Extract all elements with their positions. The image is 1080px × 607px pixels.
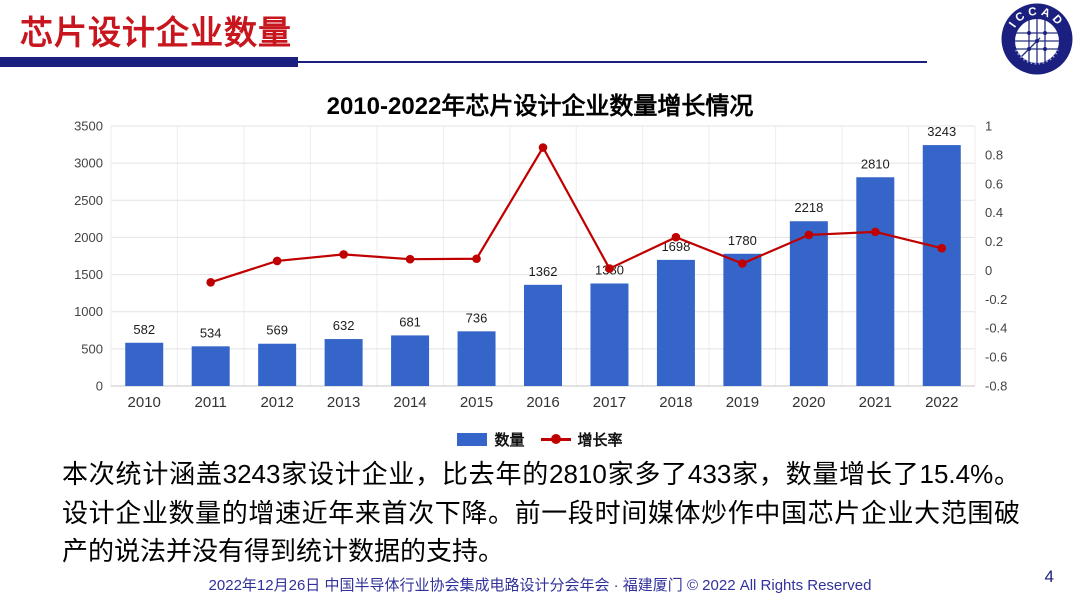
x-axis-label: 2017 xyxy=(593,394,626,411)
bar-2020 xyxy=(789,221,828,386)
bar-value-label: 569 xyxy=(266,323,288,338)
growth-point xyxy=(472,254,481,264)
bar-value-label: 534 xyxy=(200,325,222,340)
growth-point xyxy=(272,256,282,266)
bar-value-label: 582 xyxy=(133,322,155,337)
bar-2018 xyxy=(656,259,695,386)
bar-2016 xyxy=(524,284,562,386)
bar-value-label: 632 xyxy=(333,318,355,333)
chart-title: 2010-2022年芯片设计企业数量增长情况 xyxy=(326,93,754,120)
title-underline-line xyxy=(298,61,927,63)
x-axis-label: 2016 xyxy=(526,394,559,411)
growth-point xyxy=(871,227,880,237)
x-axis-label: 2020 xyxy=(792,394,825,411)
page-number: 4 xyxy=(1044,567,1054,586)
bar-value-label: 2218 xyxy=(794,200,823,215)
x-axis-label: 2011 xyxy=(195,394,227,411)
x-axis-label: 2021 xyxy=(859,394,892,411)
legend-line-marker xyxy=(550,434,561,444)
growth-line xyxy=(210,145,943,284)
x-axis-label: 2014 xyxy=(393,394,426,411)
bar-2014 xyxy=(391,335,430,386)
title-underline-bar xyxy=(0,57,298,67)
left-axis-tick: 0 xyxy=(96,379,103,394)
bar-2013 xyxy=(324,339,363,386)
legend-line-swatch xyxy=(540,434,571,444)
right-axis-tick: 1 xyxy=(985,119,992,134)
page-title: 芯片设计企业数量 xyxy=(20,14,292,51)
bar-2019 xyxy=(723,253,762,386)
right-axis-tick: 0.4 xyxy=(985,205,1003,220)
growth-point xyxy=(605,264,614,273)
bar-value-label: 736 xyxy=(466,310,488,325)
right-axis-tick: -0.6 xyxy=(985,350,1007,365)
growth-point xyxy=(405,254,415,264)
left-axis-tick: 1000 xyxy=(74,304,103,319)
legend-label-quantity: 数量 xyxy=(494,431,525,449)
left-axis-tick: 500 xyxy=(81,341,103,356)
legend-bar-swatch xyxy=(457,432,488,446)
bar-2017 xyxy=(590,283,629,386)
x-axis-label: 2010 xyxy=(128,394,161,411)
bar-value-label: 1362 xyxy=(529,264,558,279)
right-axis-tick: 0.2 xyxy=(985,234,1003,249)
x-axis-label: 2013 xyxy=(327,394,360,411)
growth-point xyxy=(937,243,947,253)
growth-point xyxy=(804,230,814,240)
right-axis-tick: 0.6 xyxy=(985,176,1003,191)
bar-value-label: 681 xyxy=(399,314,421,329)
iccad-logo: ICCAD xyxy=(1001,3,1073,75)
left-axis-tick: 3500 xyxy=(74,119,103,134)
left-axis-tick: 2500 xyxy=(74,193,103,208)
footer-text: 2022年12月26日 中国半导体行业协会集成电路设计分会年会 · 福建厦门 ©… xyxy=(208,577,872,594)
right-axis-tick: -0.8 xyxy=(985,379,1007,394)
legend-label-growth: 增长率 xyxy=(577,431,623,449)
chart-legend: 数量 增长率 xyxy=(0,429,1080,450)
bar-value-label: 2810 xyxy=(861,156,890,171)
bar-2011 xyxy=(191,346,230,386)
chart-canvas: 0 500 1000 1500 2000 2500 3000 3500 1 0.8 0.6 0.4 0.… xyxy=(74,119,1007,412)
bar-2010 xyxy=(125,342,164,386)
right-axis-tick: -0.2 xyxy=(985,292,1007,307)
body-paragraph: 本次统计涵盖3243家设计企业，比去年的2810家多了433家，数量增长了15.… xyxy=(62,459,1020,566)
growth-point xyxy=(538,143,548,152)
bar-value-label: 1698 xyxy=(661,239,690,254)
right-axis-tick: 0 xyxy=(985,263,992,278)
x-axis-label: 2015 xyxy=(460,394,493,411)
x-axis-label: 2018 xyxy=(659,394,692,411)
growth-point xyxy=(339,250,348,259)
bar-2015 xyxy=(457,331,496,386)
growth-point xyxy=(206,277,215,287)
bar-2021 xyxy=(856,177,895,386)
x-axis-label: 2022 xyxy=(925,394,958,411)
legend-item-growth: 增长率 xyxy=(540,429,623,450)
x-axis-label: 2019 xyxy=(726,394,759,411)
bar-value-label: 1780 xyxy=(728,233,757,248)
left-axis-tick: 3000 xyxy=(74,156,103,171)
bar-2022 xyxy=(922,145,961,386)
right-axis-tick: -0.4 xyxy=(985,321,1007,336)
left-axis-tick: 2000 xyxy=(74,230,103,245)
bar-value-label: 3243 xyxy=(927,124,956,139)
x-axis-label: 2012 xyxy=(260,394,293,411)
bar-2012 xyxy=(258,343,297,386)
growth-point xyxy=(738,259,747,268)
left-axis-tick: 1500 xyxy=(74,267,103,282)
right-axis-tick: 0.8 xyxy=(985,147,1003,162)
logo-circuit-dots xyxy=(1027,31,1047,51)
legend-item-quantity: 数量 xyxy=(457,429,525,450)
growth-point xyxy=(671,232,681,242)
